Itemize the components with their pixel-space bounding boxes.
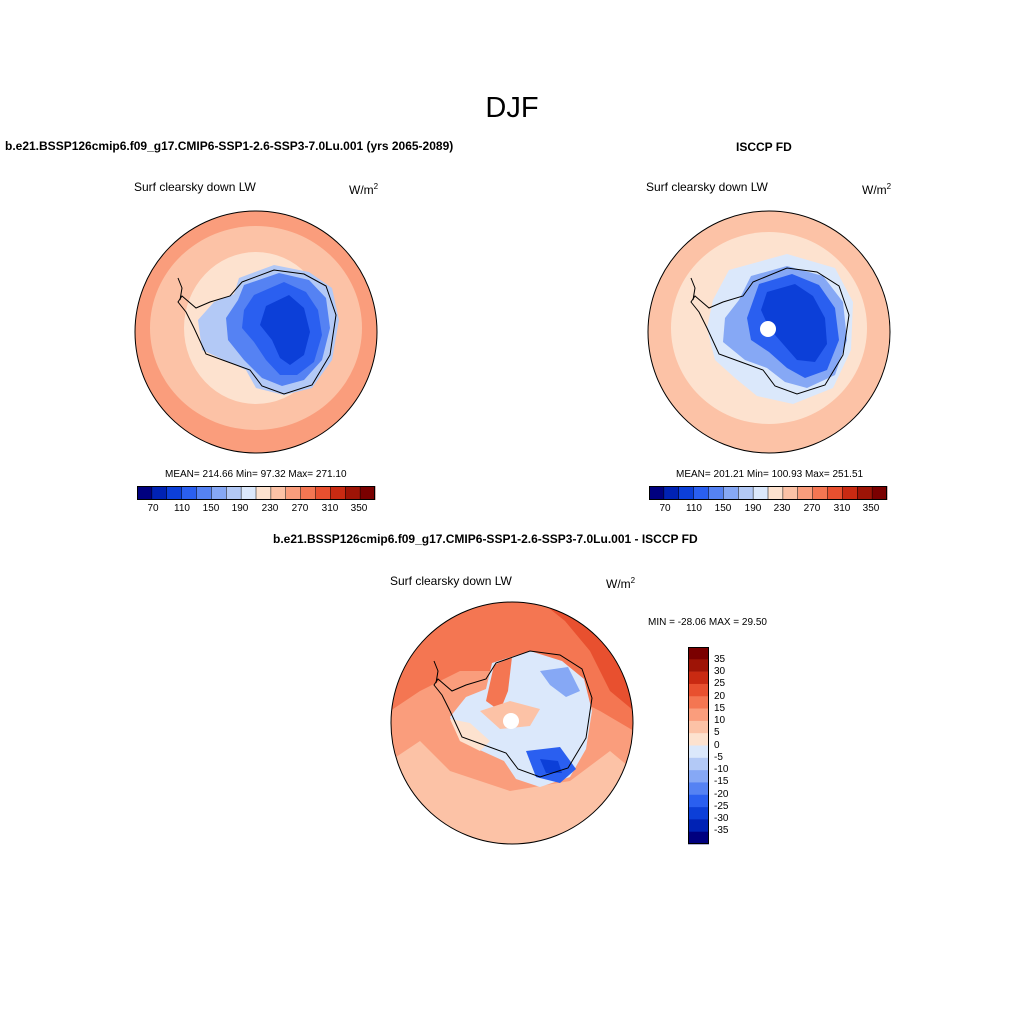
colorbar-swatch [137,486,153,500]
colorbar-swatch [782,486,799,500]
colorbar-swatch [688,647,709,660]
colorbar-swatch [360,486,376,500]
colorbar-swatch [708,486,724,500]
colorbar-swatch [688,831,709,845]
colorbar-swatch [857,486,873,500]
colorbar-tick-label: -10 [714,764,729,775]
colorbar-tick-label: 230 [773,503,791,514]
colorbar-border [688,647,709,844]
colorbar-swatch [181,486,197,500]
colorbar-swatch [688,782,709,796]
colorbar-swatch [872,486,888,500]
colorbar-swatch [688,659,709,672]
colorbar-swatch [688,794,709,808]
colorbar-tick-label: 270 [291,503,309,514]
colorbar-tick-label: -30 [714,813,729,824]
panel2-units: W/m2 [862,182,892,197]
colorbar-swatch [688,683,709,697]
colorbar-swatch [842,486,858,500]
colorbar-swatch [241,486,257,500]
colorbar-swatch [723,486,739,500]
colorbar-tick-label: 150 [202,503,220,514]
colorbar-tick-label: 110 [174,503,190,514]
map-observation [647,210,891,454]
colorbar-tick-label: -20 [714,789,729,800]
panel3-units: W/m2 [606,576,636,591]
colorbar-swatch [753,486,769,500]
colorbar-swatch [827,486,843,500]
colorbar-tick-label: 70 [659,503,671,514]
panel2-variable-label: Surf clearsky down LW [646,180,768,194]
colorbar-swatch [270,486,287,500]
colorbar-swatch [315,486,331,500]
colorbar-tick-label: 190 [744,503,762,514]
colorbar-swatch [285,486,301,500]
colorbar-swatch [151,486,168,500]
colorbar-swatch [693,486,709,500]
colorbar-swatch [812,486,828,500]
colorbar-swatch [688,807,709,820]
colorbar-swatch [688,770,709,783]
colorbar-model [137,486,376,500]
colorbar-tick-label: 270 [803,503,821,514]
colorbar-swatch [211,486,227,500]
panel1-units: W/m2 [349,182,379,197]
colorbar-tick-label: 110 [686,503,702,514]
figure-title: DJF [485,92,539,124]
colorbar-tick-label: 0 [714,740,720,751]
colorbar-swatch [166,486,182,500]
colorbar-tick-label: 230 [261,503,279,514]
colorbar-observation [649,486,888,500]
colorbar-tick-label: 190 [231,503,249,514]
colorbar-tick-label: 310 [833,503,851,514]
colorbar-swatch [688,745,709,759]
colorbar-tick-label: 20 [714,691,726,702]
panel1-variable-label: Surf clearsky down LW [134,180,256,194]
colorbar-tick-label: 10 [714,715,726,726]
colorbar-tick-label: 30 [714,666,726,677]
panel1-stats: MEAN= 214.66 Min= 97.32 Max= 271.10 [165,469,347,480]
colorbar-tick-label: 35 [714,654,726,665]
colorbar-tick-label: 310 [321,503,339,514]
colorbar-swatch [256,486,272,500]
colorbar-swatch [688,696,709,709]
colorbar-tick-label: 25 [714,678,726,689]
panel3-variable-label: Surf clearsky down LW [390,574,512,588]
colorbar-swatch [688,757,709,771]
colorbar-swatch [688,720,709,734]
colorbar-swatch [768,486,784,500]
colorbar-swatch [196,486,212,500]
colorbar-tick-label: 5 [714,727,720,738]
colorbar-tick-label: -5 [714,752,723,763]
colorbar-swatch [688,733,709,746]
colorbar-swatch [738,486,754,500]
map-difference [390,601,634,845]
colorbar-tick-label: 150 [714,503,732,514]
colorbar-tick-label: 350 [350,503,368,514]
colorbar-tick-label: -15 [714,776,729,787]
panel3-stats: MIN = -28.06 MAX = 29.50 [648,617,767,628]
colorbar-swatch [688,708,709,722]
colorbar-tick-label: 15 [714,703,726,714]
colorbar-swatch [688,671,709,685]
colorbar-swatch [345,486,361,500]
colorbar-swatch [649,486,665,500]
colorbar-swatch [797,486,813,500]
panel2-stats: MEAN= 201.21 Min= 100.93 Max= 251.51 [676,469,864,480]
colorbar-difference [688,647,709,845]
colorbar-tick-label: 70 [147,503,159,514]
panel3-header: b.e21.BSSP126cmip6.f09_g17.CMIP6-SSP1-2.… [273,532,698,546]
colorbar-swatch [226,486,242,500]
colorbar-tick-label: 350 [862,503,880,514]
colorbar-tick-label: -25 [714,801,729,812]
colorbar-swatch [300,486,316,500]
panel1-header: b.e21.BSSP126cmip6.f09_g17.CMIP6-SSP1-2.… [5,139,454,153]
colorbar-swatch [663,486,680,500]
colorbar-tick-label: -35 [714,825,729,836]
colorbar-swatch [330,486,346,500]
map-model [134,210,378,454]
colorbar-swatch [678,486,694,500]
colorbar-swatch [688,819,709,832]
panel2-header: ISCCP FD [736,140,792,154]
